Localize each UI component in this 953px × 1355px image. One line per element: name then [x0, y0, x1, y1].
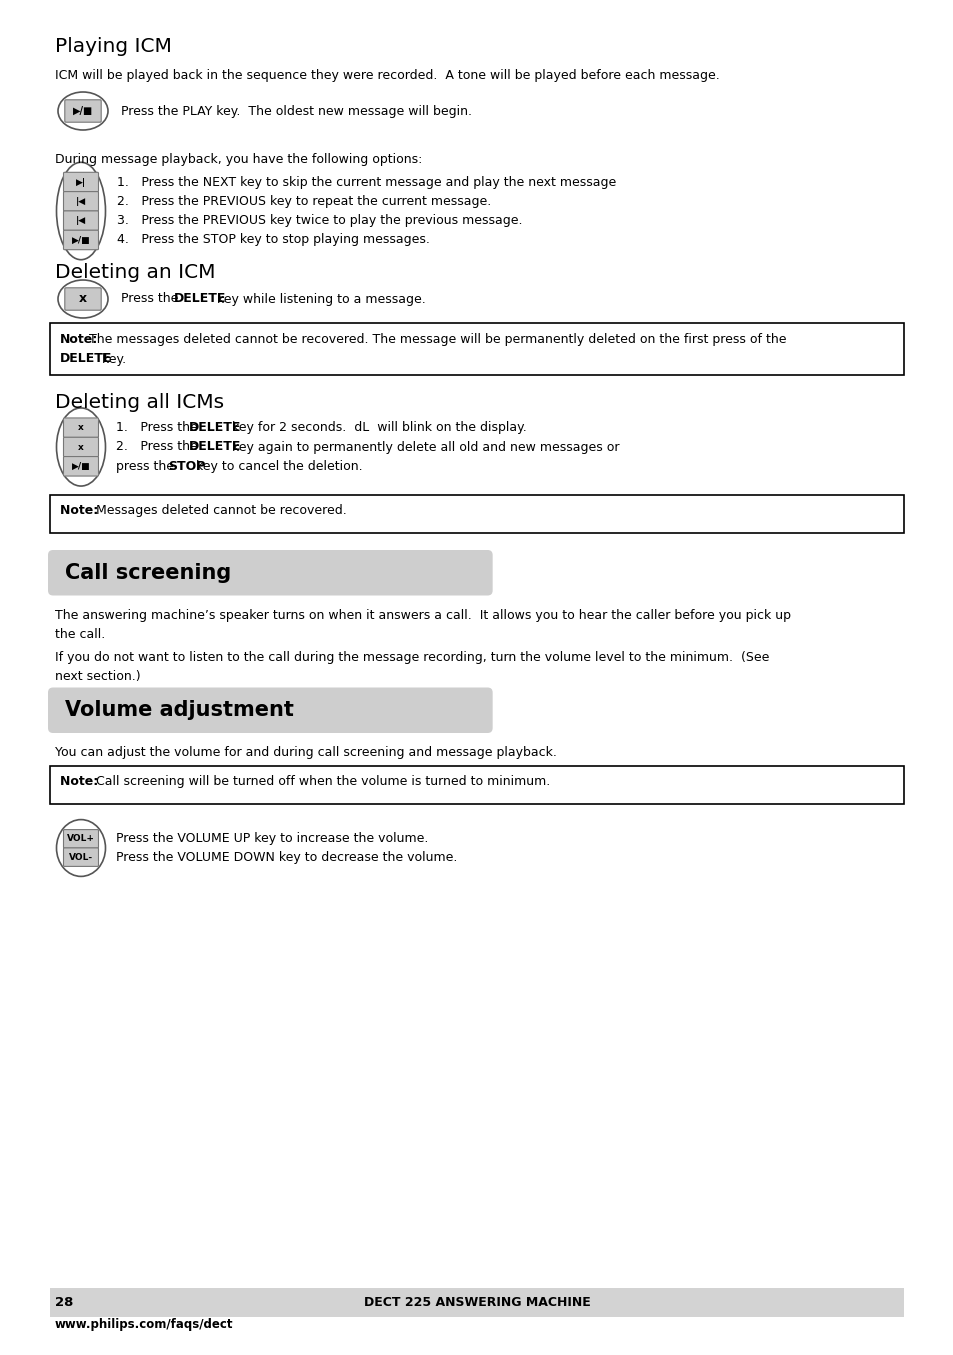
Ellipse shape: [58, 92, 108, 130]
Text: Messages deleted cannot be recovered.: Messages deleted cannot be recovered.: [92, 504, 347, 518]
Text: The messages deleted cannot be recovered. The message will be permanently delete: The messages deleted cannot be recovered…: [90, 333, 786, 346]
FancyBboxPatch shape: [50, 1287, 903, 1317]
FancyBboxPatch shape: [48, 550, 492, 595]
Text: x: x: [78, 443, 84, 451]
Text: ▶/■: ▶/■: [71, 236, 91, 244]
Text: Deleting an ICM: Deleting an ICM: [55, 263, 215, 282]
Text: 28: 28: [55, 1295, 73, 1309]
Text: 4. Press the STOP key to stop playing messages.: 4. Press the STOP key to stop playing me…: [117, 233, 430, 247]
Text: STOP: STOP: [168, 459, 205, 473]
Text: |◀: |◀: [76, 217, 86, 225]
Text: key to cancel the deletion.: key to cancel the deletion.: [193, 459, 362, 473]
Text: Press the VOLUME UP key to increase the volume.: Press the VOLUME UP key to increase the …: [116, 832, 428, 846]
Text: VOL+: VOL+: [67, 835, 95, 843]
Text: 2. Press the: 2. Press the: [116, 440, 201, 454]
Ellipse shape: [56, 163, 106, 260]
FancyBboxPatch shape: [48, 687, 492, 733]
FancyBboxPatch shape: [64, 172, 98, 192]
Text: DECT 225 ANSWERING MACHINE: DECT 225 ANSWERING MACHINE: [363, 1295, 590, 1309]
Text: ICM will be played back in the sequence they were recorded.  A tone will be play: ICM will be played back in the sequence …: [55, 69, 719, 83]
Text: If you do not want to listen to the call during the message recording, turn the : If you do not want to listen to the call…: [55, 650, 768, 664]
Text: key while listening to a message.: key while listening to a message.: [213, 293, 426, 305]
FancyBboxPatch shape: [50, 495, 903, 533]
FancyBboxPatch shape: [64, 191, 98, 211]
Text: the call.: the call.: [55, 627, 105, 641]
Text: Call screening will be turned off when the volume is turned to minimum.: Call screening will be turned off when t…: [92, 775, 550, 789]
Text: Note:: Note:: [60, 333, 98, 346]
Text: Press the VOLUME DOWN key to decrease the volume.: Press the VOLUME DOWN key to decrease th…: [116, 851, 456, 863]
Ellipse shape: [58, 280, 108, 318]
Text: DELETE: DELETE: [173, 293, 226, 305]
Text: Note:: Note:: [60, 775, 103, 789]
Text: The answering machine’s speaker turns on when it answers a call.  It allows you : The answering machine’s speaker turns on…: [55, 608, 790, 622]
FancyBboxPatch shape: [64, 829, 98, 848]
Ellipse shape: [56, 820, 106, 877]
Text: ▶|: ▶|: [76, 178, 86, 187]
Text: key.: key.: [98, 352, 126, 366]
Text: DELETE: DELETE: [60, 352, 112, 366]
Text: During message playback, you have the following options:: During message playback, you have the fo…: [55, 153, 422, 167]
Text: DELETE: DELETE: [189, 440, 240, 454]
FancyBboxPatch shape: [64, 230, 98, 249]
Text: key again to permanently delete all old and new messages or: key again to permanently delete all old …: [228, 440, 619, 454]
Text: x: x: [78, 423, 84, 432]
Text: Press the PLAY key.  The oldest new message will begin.: Press the PLAY key. The oldest new messa…: [121, 104, 472, 118]
Text: www.philips.com/faqs/dect: www.philips.com/faqs/dect: [55, 1318, 233, 1331]
Ellipse shape: [56, 408, 106, 486]
FancyBboxPatch shape: [65, 100, 101, 122]
Text: key for 2 seconds.  dL  will blink on the display.: key for 2 seconds. dL will blink on the …: [228, 421, 526, 434]
Text: DELETE: DELETE: [189, 421, 240, 434]
FancyBboxPatch shape: [65, 287, 101, 310]
Text: 3. Press the PREVIOUS key twice to play the previous message.: 3. Press the PREVIOUS key twice to play …: [117, 214, 522, 228]
Text: |◀: |◀: [76, 196, 86, 206]
Text: Playing ICM: Playing ICM: [55, 37, 172, 56]
Text: Note:: Note:: [60, 504, 103, 518]
Text: 1. Press the: 1. Press the: [116, 421, 201, 434]
FancyBboxPatch shape: [50, 322, 903, 375]
Text: ▶/■: ▶/■: [71, 462, 91, 470]
FancyBboxPatch shape: [64, 457, 98, 476]
FancyBboxPatch shape: [64, 211, 98, 230]
Text: Call screening: Call screening: [65, 562, 231, 583]
Text: ▶/■: ▶/■: [72, 106, 93, 117]
Text: VOL-: VOL-: [69, 852, 93, 862]
FancyBboxPatch shape: [64, 417, 98, 438]
Text: Volume adjustment: Volume adjustment: [65, 701, 294, 721]
Text: 1. Press the NEXT key to skip the current message and play the next message: 1. Press the NEXT key to skip the curren…: [117, 176, 616, 188]
FancyBboxPatch shape: [64, 438, 98, 457]
Text: 2. Press the PREVIOUS key to repeat the current message.: 2. Press the PREVIOUS key to repeat the …: [117, 195, 491, 207]
Text: x: x: [79, 293, 87, 305]
Text: Press the: Press the: [121, 293, 182, 305]
Text: press the: press the: [116, 459, 178, 473]
FancyBboxPatch shape: [64, 848, 98, 866]
FancyBboxPatch shape: [50, 766, 903, 804]
Text: You can adjust the volume for and during call screening and message playback.: You can adjust the volume for and during…: [55, 747, 557, 759]
Text: Deleting all ICMs: Deleting all ICMs: [55, 393, 224, 412]
Text: next section.): next section.): [55, 669, 140, 683]
